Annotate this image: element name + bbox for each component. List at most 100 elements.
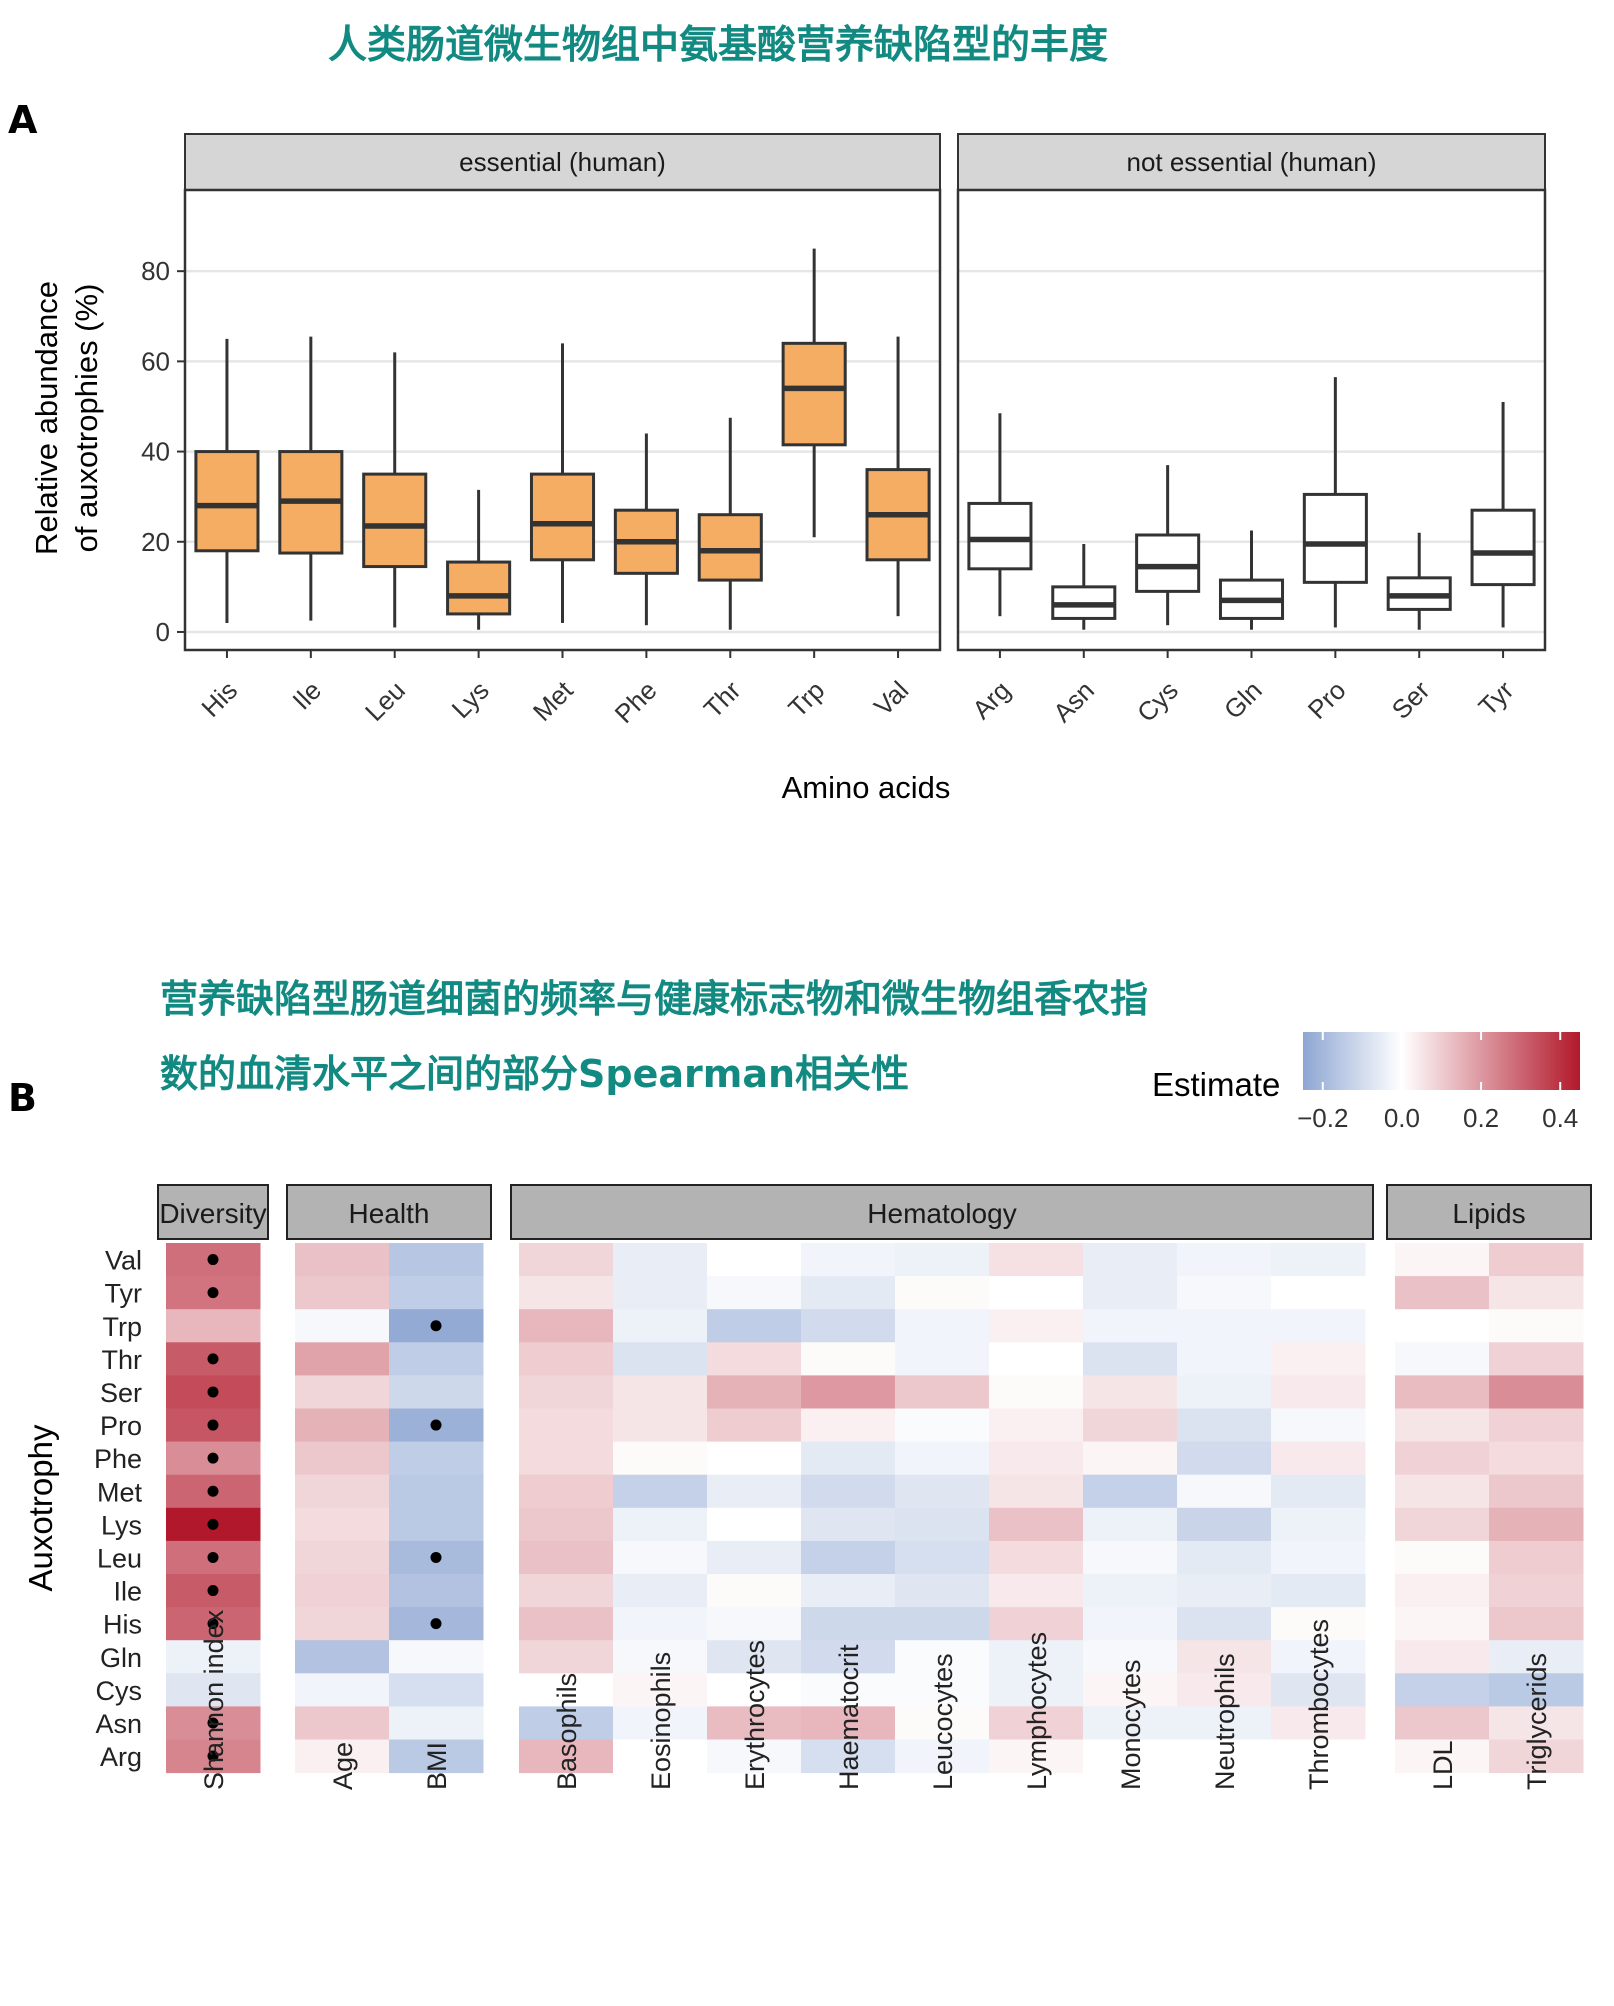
heat-cell [989, 1574, 1084, 1608]
facet-panel-border [956, 188, 1547, 652]
column-label: Thrombocytes [1304, 1619, 1334, 1790]
heat-cell [613, 1607, 708, 1641]
group-strip-diversity [157, 1184, 269, 1240]
group-strip-hematology [510, 1184, 1374, 1240]
heat-cell [389, 1441, 484, 1476]
heat-cell [389, 1276, 484, 1310]
heat-cell [801, 1408, 896, 1443]
heat-cell [989, 1607, 1084, 1641]
panel-a-title: 人类肠道微生物组中氨基酸营养缺陷型的丰度 [328, 23, 1109, 68]
heat-cell [166, 1673, 261, 1707]
heat-cell [895, 1375, 990, 1409]
heat-cell [707, 1309, 802, 1343]
heat-cell [1395, 1408, 1490, 1443]
heat-cell [1083, 1474, 1178, 1509]
heat-cell [707, 1375, 802, 1409]
legend-tick-label: 0.0 [1384, 1103, 1420, 1133]
heat-cell [1271, 1739, 1366, 1774]
significance-dot [430, 1551, 442, 1563]
heat-cell [613, 1441, 708, 1476]
heat-cell [295, 1243, 390, 1277]
heat-cell [1489, 1739, 1584, 1774]
heat-cell [519, 1540, 614, 1575]
heat-cell [801, 1276, 896, 1310]
heat-cell [389, 1507, 484, 1542]
row-label: Arg [100, 1742, 142, 1772]
heat-cell [295, 1342, 390, 1376]
heat-cell [1271, 1474, 1366, 1509]
heat-cell [1271, 1408, 1366, 1443]
heat-cell [1395, 1276, 1490, 1310]
heat-cell [895, 1441, 990, 1476]
significance-dot [207, 1551, 219, 1563]
heat-cell [1177, 1375, 1272, 1409]
column-label: Haematocrit [834, 1644, 864, 1790]
heat-cell [389, 1574, 484, 1608]
heat-cell [989, 1342, 1084, 1376]
y-tick-label: 60 [141, 346, 170, 376]
heat-cell [1177, 1276, 1272, 1310]
heat-cell [1271, 1640, 1366, 1674]
heat-cell [613, 1574, 708, 1608]
heat-cell [801, 1507, 896, 1542]
heat-cell [295, 1474, 390, 1509]
group-strip-label: Diversity [159, 1198, 266, 1229]
heat-cell [1083, 1607, 1178, 1641]
facet-strip-label: essential (human) [459, 147, 666, 177]
heat-cell [801, 1474, 896, 1509]
column-label: Monocytes [1116, 1659, 1146, 1790]
heat-cell [1395, 1309, 1490, 1343]
row-label: Ser [100, 1378, 142, 1408]
heat-cell [295, 1706, 390, 1740]
y-tick-label: 20 [141, 527, 170, 557]
box-trp [781, 341, 847, 447]
heat-cell [295, 1441, 390, 1476]
heat-cell [1083, 1706, 1178, 1740]
x-tick-label: Val [868, 675, 914, 721]
significance-dot [207, 1254, 219, 1266]
heat-cell [1177, 1640, 1272, 1674]
heat-cell [613, 1276, 708, 1310]
heat-cell [707, 1474, 802, 1509]
significance-dot [207, 1485, 219, 1497]
heat-cell [519, 1441, 614, 1476]
heat-cell [1271, 1507, 1366, 1542]
heat-cell [613, 1739, 708, 1774]
heat-cell [895, 1408, 990, 1443]
heat-cell [295, 1574, 390, 1608]
y-tick-label: 80 [141, 256, 170, 286]
heat-cell [519, 1640, 614, 1674]
heat-cell [989, 1408, 1084, 1443]
heat-cell [1083, 1309, 1178, 1343]
heat-cell [295, 1507, 390, 1542]
significance-dot [207, 1287, 219, 1299]
heat-cell [989, 1375, 1084, 1409]
y-tick-label: 40 [141, 437, 170, 467]
heat-cell [707, 1342, 802, 1376]
heat-cell [895, 1706, 990, 1740]
column-label: Neutrophils [1210, 1653, 1240, 1790]
row-label: Cys [96, 1676, 143, 1706]
significance-dot [207, 1618, 219, 1630]
heat-cell [707, 1574, 802, 1608]
heat-cell [707, 1739, 802, 1774]
heat-cell [166, 1309, 261, 1343]
panel-b-title-line2: 数的血清水平之间的部分Spearman相关性 [160, 1052, 910, 1096]
box-thr [697, 513, 763, 582]
heat-cell [707, 1441, 802, 1476]
heat-cell [1395, 1441, 1490, 1476]
y-axis-title-line2: of auxotrophies (%) [69, 284, 104, 553]
heat-cell [1083, 1673, 1178, 1707]
heat-cell [895, 1342, 990, 1376]
heat-cell [1489, 1607, 1584, 1641]
x-tick-label: Trp [782, 675, 830, 723]
heat-cell [989, 1540, 1084, 1575]
heat-cell [1395, 1574, 1490, 1608]
heat-cell [1489, 1375, 1584, 1409]
heat-cell [989, 1441, 1084, 1476]
heat-cell [389, 1673, 484, 1707]
group-strip-health [286, 1184, 492, 1240]
heat-cell [1271, 1540, 1366, 1575]
heat-cell [707, 1276, 802, 1310]
heat-cell [801, 1309, 896, 1343]
